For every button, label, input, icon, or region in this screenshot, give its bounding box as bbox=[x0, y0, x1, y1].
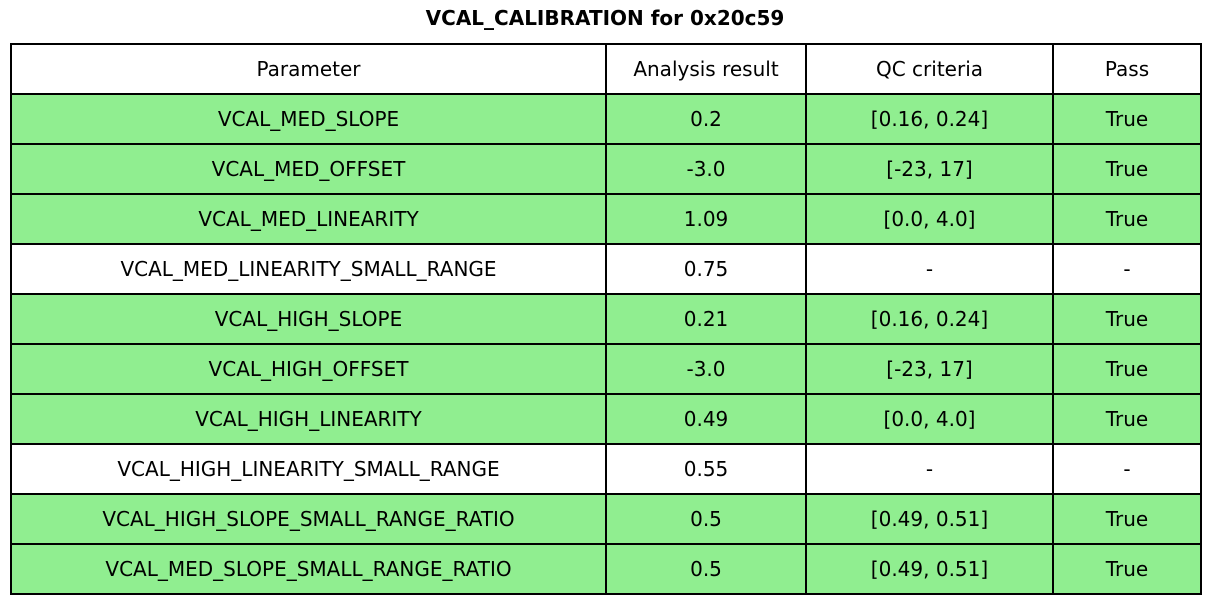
qc-table: Parameter Analysis result QC criteria Pa… bbox=[10, 43, 1202, 595]
cell-parameter: VCAL_HIGH_SLOPE bbox=[10, 293, 607, 345]
table-row: VCAL_HIGH_LINEARITY 0.49 [0.0, 4.0] True bbox=[10, 393, 1202, 445]
column-header-analysis-result: Analysis result bbox=[605, 43, 807, 95]
table-row: VCAL_MED_LINEARITY 1.09 [0.0, 4.0] True bbox=[10, 193, 1202, 245]
cell-qc-criteria: [-23, 17] bbox=[805, 343, 1054, 395]
column-header-pass: Pass bbox=[1052, 43, 1202, 95]
figure-title: VCAL_CALIBRATION for 0x20c59 bbox=[425, 6, 785, 30]
cell-analysis-result: 0.21 bbox=[605, 293, 807, 345]
cell-pass: True bbox=[1052, 343, 1202, 395]
table-row: VCAL_MED_SLOPE 0.2 [0.16, 0.24] True bbox=[10, 93, 1202, 145]
cell-analysis-result: 0.5 bbox=[605, 493, 807, 545]
table-row: VCAL_HIGH_LINEARITY_SMALL_RANGE 0.55 - - bbox=[10, 443, 1202, 495]
cell-parameter: VCAL_MED_SLOPE bbox=[10, 93, 607, 145]
cell-qc-criteria: [-23, 17] bbox=[805, 143, 1054, 195]
cell-pass: True bbox=[1052, 543, 1202, 595]
cell-pass: True bbox=[1052, 393, 1202, 445]
cell-pass: True bbox=[1052, 93, 1202, 145]
column-header-qc-criteria: QC criteria bbox=[805, 43, 1054, 95]
cell-pass: - bbox=[1052, 443, 1202, 495]
cell-qc-criteria: - bbox=[805, 443, 1054, 495]
table-header-row: Parameter Analysis result QC criteria Pa… bbox=[10, 43, 1202, 95]
cell-qc-criteria: - bbox=[805, 243, 1054, 295]
cell-qc-criteria: [0.49, 0.51] bbox=[805, 493, 1054, 545]
table-row: VCAL_HIGH_SLOPE 0.21 [0.16, 0.24] True bbox=[10, 293, 1202, 345]
cell-qc-criteria: [0.0, 4.0] bbox=[805, 193, 1054, 245]
cell-qc-criteria: [0.0, 4.0] bbox=[805, 393, 1054, 445]
cell-parameter: VCAL_HIGH_SLOPE_SMALL_RANGE_RATIO bbox=[10, 493, 607, 545]
table-row: VCAL_MED_OFFSET -3.0 [-23, 17] True bbox=[10, 143, 1202, 195]
cell-pass: True bbox=[1052, 193, 1202, 245]
cell-parameter: VCAL_HIGH_LINEARITY bbox=[10, 393, 607, 445]
cell-parameter: VCAL_MED_LINEARITY bbox=[10, 193, 607, 245]
table-row: VCAL_HIGH_OFFSET -3.0 [-23, 17] True bbox=[10, 343, 1202, 395]
table-row: VCAL_MED_LINEARITY_SMALL_RANGE 0.75 - - bbox=[10, 243, 1202, 295]
cell-parameter: VCAL_HIGH_LINEARITY_SMALL_RANGE bbox=[10, 443, 607, 495]
cell-qc-criteria: [0.16, 0.24] bbox=[805, 293, 1054, 345]
column-header-parameter: Parameter bbox=[10, 43, 607, 95]
cell-analysis-result: 0.55 bbox=[605, 443, 807, 495]
table-row: VCAL_HIGH_SLOPE_SMALL_RANGE_RATIO 0.5 [0… bbox=[10, 493, 1202, 545]
cell-parameter: VCAL_MED_SLOPE_SMALL_RANGE_RATIO bbox=[10, 543, 607, 595]
cell-pass: True bbox=[1052, 493, 1202, 545]
cell-pass: - bbox=[1052, 243, 1202, 295]
cell-analysis-result: 0.2 bbox=[605, 93, 807, 145]
cell-analysis-result: -3.0 bbox=[605, 143, 807, 195]
cell-pass: True bbox=[1052, 143, 1202, 195]
cell-analysis-result: 0.49 bbox=[605, 393, 807, 445]
cell-parameter: VCAL_MED_OFFSET bbox=[10, 143, 607, 195]
cell-pass: True bbox=[1052, 293, 1202, 345]
table-row: VCAL_MED_SLOPE_SMALL_RANGE_RATIO 0.5 [0.… bbox=[10, 543, 1202, 595]
cell-parameter: VCAL_HIGH_OFFSET bbox=[10, 343, 607, 395]
cell-analysis-result: 1.09 bbox=[605, 193, 807, 245]
cell-analysis-result: -3.0 bbox=[605, 343, 807, 395]
cell-qc-criteria: [0.16, 0.24] bbox=[805, 93, 1054, 145]
cell-parameter: VCAL_MED_LINEARITY_SMALL_RANGE bbox=[10, 243, 607, 295]
cell-qc-criteria: [0.49, 0.51] bbox=[805, 543, 1054, 595]
cell-analysis-result: 0.75 bbox=[605, 243, 807, 295]
cell-analysis-result: 0.5 bbox=[605, 543, 807, 595]
